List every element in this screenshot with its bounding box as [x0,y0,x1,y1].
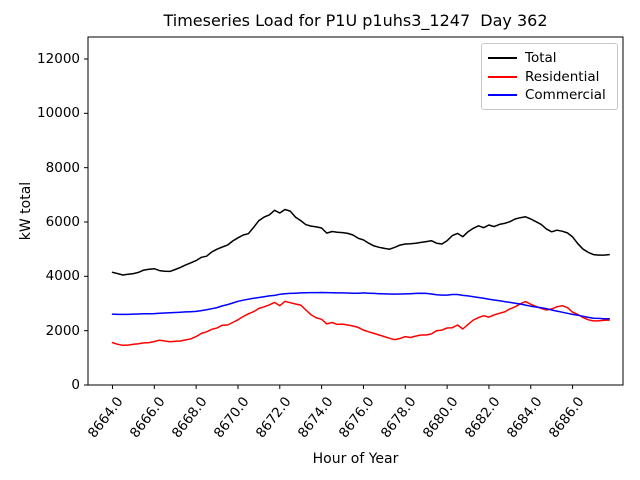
legend: Total Residential Commercial [481,43,618,110]
y-tick-label: 2000 [45,322,80,339]
residential-line-sample-icon [488,75,517,78]
commercial-line-sample-icon [488,94,517,96]
legend-entry-label: Total [525,50,557,66]
axes-frame [87,36,624,386]
series-line-total [111,208,610,276]
legend-entry-label: Commercial [525,87,606,103]
y-tick-label: 4000 [45,268,80,285]
series-line-commercial [111,291,610,320]
y-tick-label: 8000 [45,159,80,176]
legend-entry-commercial: Commercial [488,86,611,104]
legend-entry-total: Total [488,49,611,67]
series-line-residential [111,300,610,347]
legend-entry-residential: Residential [488,68,611,86]
x-axis-label: Hour of Year [312,451,399,467]
legend-entry-label: Residential [525,68,600,85]
y-tick-label: 10000 [37,105,80,122]
y-tick-label: 0 [71,377,80,393]
total-line-sample-icon [488,57,517,59]
chart-title: Timeseries Load for P1U p1uhs3_1247 Day … [163,11,548,30]
y-tick-label: 6000 [45,214,80,230]
y-tick-label: 12000 [37,51,80,67]
